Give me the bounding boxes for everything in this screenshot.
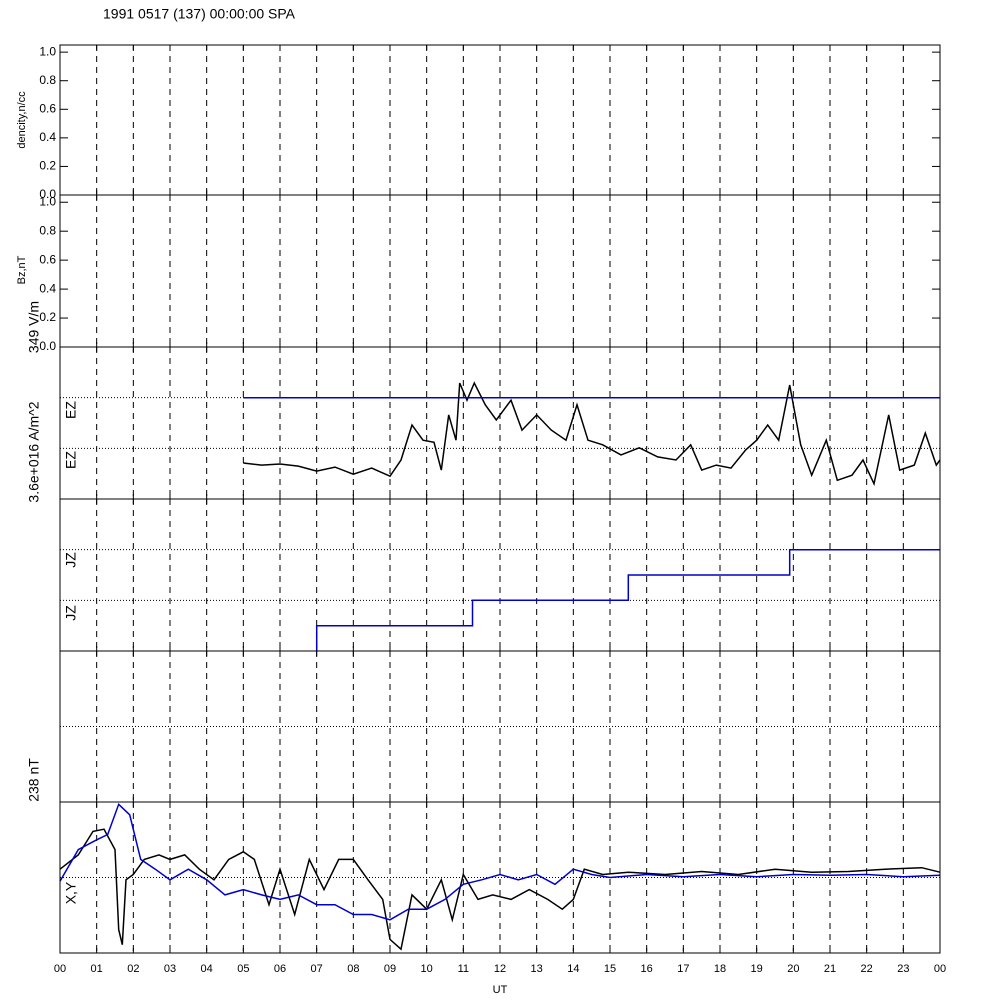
series-label: X,Y	[63, 881, 79, 904]
y-tick-label: 0.2	[39, 159, 56, 173]
scale-label: 3.6e+016 A/m^2	[26, 401, 42, 502]
x-tick-label: 00	[934, 963, 946, 975]
x-tick-label: 20	[787, 963, 799, 975]
x-tick-label: 13	[531, 963, 543, 975]
x-tick-label: 22	[861, 963, 873, 975]
x-tick-label: 05	[237, 963, 249, 975]
data-line	[243, 381, 941, 487]
y-tick-label: 1.0	[39, 194, 56, 208]
x-tick-label: 09	[384, 963, 396, 975]
data-line	[59, 828, 941, 951]
x-tick-label: 16	[641, 963, 653, 975]
x-tick-label: 07	[311, 963, 323, 975]
x-tick-label: 10	[421, 963, 433, 975]
data-line	[59, 802, 941, 921]
y-axis-label: Bz,nT	[16, 255, 28, 284]
x-tick-label: 23	[897, 963, 909, 975]
series-label: JZ	[63, 605, 79, 621]
x-tick-label: 15	[604, 963, 616, 975]
panel-frame	[59, 801, 941, 954]
x-tick-label: 11	[458, 963, 469, 975]
y-tick-label: 0.8	[39, 73, 56, 87]
y-tick-label: 1.0	[39, 44, 56, 58]
x-tick-label: 03	[164, 963, 176, 975]
series-label: EZ	[63, 401, 79, 419]
y-tick-label: 0.4	[39, 281, 56, 295]
x-tick-label: 18	[714, 963, 726, 975]
x-tick-label: 19	[751, 963, 763, 975]
x-tick-label: 08	[347, 963, 359, 975]
y-axis-label: dencity,n/cc	[16, 91, 28, 149]
y-tick-label: 0.2	[39, 310, 56, 324]
x-tick-label: 00	[54, 963, 66, 975]
x-tick-label: 21	[824, 963, 836, 975]
x-tick-label: 01	[91, 963, 103, 975]
x-tick-label: 06	[274, 963, 286, 975]
series-label: JZ	[63, 552, 79, 568]
y-tick-label: 0.4	[39, 130, 56, 144]
series-label: EZ	[63, 451, 79, 469]
y-tick-label: 0.0	[39, 187, 56, 201]
data-line	[315, 548, 940, 651]
y-tick-label: 0.6	[39, 252, 56, 266]
scale-label: 238 nT	[26, 758, 42, 802]
y-tick-label: 0.6	[39, 101, 56, 115]
x-tick-label: 04	[201, 963, 213, 975]
chart-title: 1991 0517 (137) 00:00:00 SPA	[103, 6, 296, 22]
x-tick-label: 14	[567, 963, 579, 975]
x-tick-label: 12	[494, 963, 506, 975]
y-tick-label: 0.0	[39, 339, 56, 353]
x-tick-label: 17	[677, 963, 689, 975]
x-axis-label: UT	[493, 984, 508, 996]
scale-label: 349 V/m	[26, 301, 42, 353]
x-tick-label: 02	[127, 963, 139, 975]
y-tick-label: 0.8	[39, 223, 56, 237]
